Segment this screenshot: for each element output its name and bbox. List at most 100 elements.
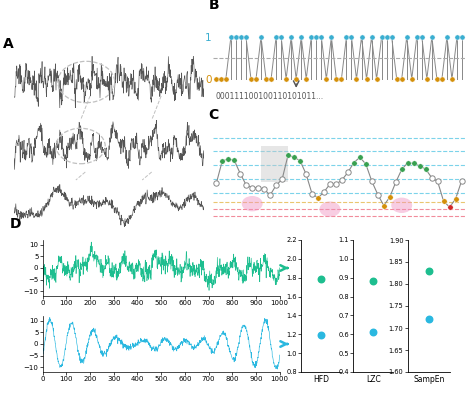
Point [317,332,325,338]
Point [369,329,377,336]
Point [338,177,346,183]
Point [373,76,380,82]
Point [232,34,240,40]
Point [290,154,298,160]
Point [344,169,352,176]
Point [260,186,268,192]
Point [343,34,350,40]
Point [438,76,446,82]
Point [302,76,310,82]
Point [328,34,335,40]
Point [425,268,433,274]
Point [380,202,388,209]
Point [434,178,441,185]
Point [297,34,305,40]
Point [425,316,433,322]
Point [302,171,310,177]
Point [378,34,385,40]
Point [230,157,238,164]
Point [222,76,229,82]
Point [296,158,304,164]
Point [458,178,465,184]
Point [337,76,345,82]
Ellipse shape [319,202,340,217]
Point [237,170,244,177]
Point [398,166,405,173]
Point [266,192,274,198]
Point [423,76,430,82]
Point [458,34,466,40]
Point [374,191,382,198]
Point [410,160,418,167]
Ellipse shape [391,198,412,213]
Point [418,34,426,40]
Point [369,278,377,285]
Point [448,76,456,82]
Point [433,76,441,82]
Point [428,174,436,181]
Point [422,166,429,172]
Point [242,182,250,188]
Point [413,34,420,40]
Point [368,178,375,184]
Point [353,76,360,82]
Point [326,181,334,187]
Point [317,276,325,282]
Point [284,152,292,158]
Point [212,180,220,187]
Point [252,76,260,82]
Point [332,181,340,188]
Point [248,184,256,191]
Point [287,34,295,40]
Point [443,34,451,40]
Point [219,158,226,164]
X-axis label: LZC: LZC [366,375,381,384]
Point [408,76,416,82]
Point [392,179,400,186]
Point [242,34,250,40]
Point [398,76,405,82]
Point [383,34,391,40]
Point [217,76,225,82]
Text: 000111100100110101011...: 000111100100110101011... [216,92,324,101]
Point [308,34,315,40]
Point [255,184,262,191]
Point [428,34,436,40]
Point [277,34,285,40]
Point [227,34,235,40]
Point [440,198,447,204]
Point [322,76,330,82]
Point [292,76,300,82]
Point [350,159,358,166]
Point [333,76,340,82]
Point [267,76,275,82]
Point [452,196,459,202]
Point [362,161,370,167]
X-axis label: SampEn: SampEn [413,375,445,384]
Text: C: C [208,108,219,122]
Point [262,76,270,82]
Point [356,154,364,160]
Point [453,34,461,40]
Point [225,156,232,162]
Text: D: D [9,217,21,231]
Point [347,34,356,40]
Point [358,34,365,40]
Point [404,160,411,166]
Point [386,194,393,200]
Text: A: A [3,37,14,51]
Bar [261,146,288,182]
Point [237,34,245,40]
Point [312,34,320,40]
Point [257,34,265,40]
Point [403,34,410,40]
Point [363,76,370,82]
X-axis label: HFD: HFD [313,375,329,384]
Point [368,34,375,40]
Text: B: B [208,0,219,12]
Point [393,76,401,82]
Point [388,34,395,40]
Point [314,195,322,201]
Point [212,76,219,82]
Point [283,76,290,82]
